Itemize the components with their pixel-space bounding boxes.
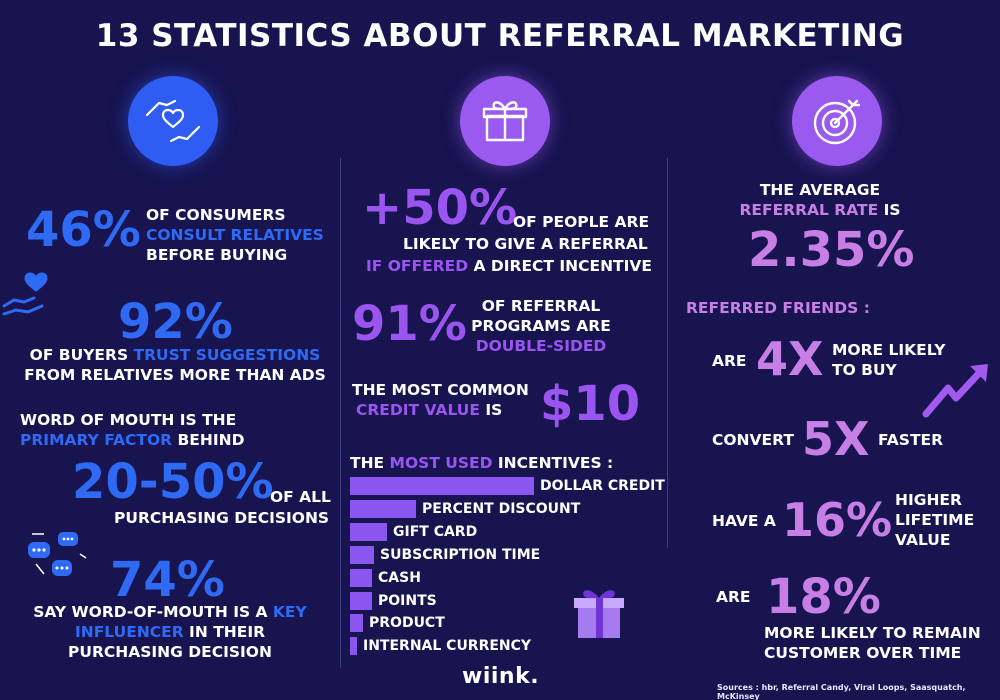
stat-16-line1: HIGHER [895, 491, 962, 509]
stat-74-line2a: INFLUENCER [74, 623, 184, 641]
incentive-bar [350, 500, 416, 518]
stat-2050-line2b: BEHIND [172, 431, 245, 449]
stat-50-line1: OF PEOPLE ARE [513, 213, 650, 231]
stat-50-line3a: IF OFFERED [366, 257, 469, 275]
stat-5x-post: FASTER [878, 431, 944, 449]
stat-2050-line4: PURCHASING DECISIONS [114, 509, 330, 527]
referral-rate-text: THE AVERAGE REFERRAL RATE IS [735, 180, 905, 220]
incentive-label: GIFT CARD [393, 524, 478, 540]
stat-92-line1b: TRUST SUGGESTIONS [133, 346, 321, 364]
stat-74-line1b: KEY [272, 603, 307, 621]
stat-46-text: OF CONSUMERS CONSULT RELATIVES BEFORE BU… [146, 205, 324, 265]
incentive-label: CASH [378, 570, 421, 586]
incentive-label: SUBSCRIPTION TIME [380, 547, 541, 563]
stat-2050-line2a: PRIMARY FACTOR [20, 431, 173, 449]
stat-91-line2: PROGRAMS ARE [471, 317, 611, 335]
incentive-label: PERCENT DISCOUNT [422, 501, 581, 517]
incentive-bar [350, 614, 363, 632]
stat-50-value: +50% [362, 180, 518, 236]
column-divider-right [667, 158, 668, 548]
stat-4x-value: 4X [756, 332, 824, 386]
incentive-bar [350, 546, 374, 564]
stat-92-value: 92% [118, 294, 233, 350]
stat-10-line1: THE MOST COMMON [352, 381, 529, 399]
stat-91-line1: OF REFERRAL [481, 297, 601, 315]
stat-74-value: 74% [110, 552, 225, 608]
stat-91-line3: DOUBLE-SIDED [475, 337, 607, 355]
stat-10-line2b: IS [479, 401, 503, 419]
stat-10-value: $10 [540, 376, 641, 432]
incentive-label: POINTS [378, 593, 437, 609]
stat-16-line3: VALUE [895, 531, 951, 549]
column-divider-left [340, 158, 341, 668]
wiink-logo: wiink. [462, 664, 540, 689]
stat-16-pre: HAVE A [712, 512, 776, 530]
referral-rate-line2b: IS [878, 201, 901, 219]
stat-92-line2: FROM RELATIVES MORE THAN ADS [24, 366, 326, 384]
incentives-heading-b: MOST USED [389, 454, 493, 472]
stat-92-line1a: OF BUYERS [29, 346, 134, 364]
stat-16-text: HIGHER LIFETIME VALUE [895, 490, 974, 550]
stat-50-line3b: A DIRECT INCENTIVE [468, 257, 652, 275]
stat-18-text: MORE LIKELY TO REMAIN CUSTOMER OVER TIME [764, 623, 981, 663]
gift-box-icon [572, 584, 628, 646]
stat-2050-text-top: WORD OF MOUTH IS THE PRIMARY FACTOR BEHI… [20, 410, 244, 450]
stat-18-pre: ARE [716, 588, 751, 606]
incentive-bar [350, 477, 534, 495]
stat-74-line1a: SAY WORD-OF-MOUTH IS A [33, 603, 273, 621]
incentives-heading: THE MOST USED INCENTIVES : [350, 453, 613, 473]
stat-18-value: 18% [766, 569, 881, 625]
stat-5x-value: 5X [802, 412, 870, 466]
stat-2050-line3: OF ALL [270, 488, 331, 506]
hand-heart-icon [2, 270, 50, 322]
chat-bubbles-icon [24, 528, 90, 590]
trend-arrow-icon [922, 360, 994, 422]
stat-10-line2a: CREDIT VALUE [356, 401, 480, 419]
incentive-bar [350, 523, 387, 541]
stat-10-text: THE MOST COMMON CREDIT VALUE IS [352, 380, 529, 420]
stat-46-value: 46% [26, 202, 141, 258]
sources-note: Sources : hbr, Referral Candy, Viral Loo… [717, 683, 966, 700]
stat-4x-text: MORE LIKELY TO BUY [832, 340, 945, 380]
stat-92-text: OF BUYERS TRUST SUGGESTIONS FROM RELATIV… [10, 345, 340, 385]
stat-2050-value: 20-50% [72, 454, 274, 510]
stat-5x-pre: CONVERT [712, 431, 794, 449]
stat-16-line2: LIFETIME [895, 511, 975, 529]
stat-16-value: 16% [782, 493, 893, 547]
stat-2050-line1: WORD OF MOUTH IS THE [20, 411, 237, 429]
incentive-bar [350, 592, 372, 610]
incentives-bar-chart: DOLLAR CREDIT PERCENT DISCOUNT GIFT CARD SU… [350, 477, 670, 663]
stat-46-line2: CONSULT RELATIVES [146, 226, 324, 244]
incentive-label: PRODUCT [369, 615, 445, 631]
incentives-heading-c: INCENTIVES : [492, 454, 614, 472]
stat-18-line2: CUSTOMER OVER TIME [764, 644, 962, 662]
gift-icon [460, 76, 550, 166]
incentive-label: INTERNAL CURRENCY [363, 638, 532, 654]
stat-18-line1: MORE LIKELY TO REMAIN [764, 624, 981, 642]
handshake-heart-icon [128, 76, 218, 166]
stat-4x-line1: MORE LIKELY [832, 341, 946, 359]
stat-46-line3: BEFORE BUYING [146, 246, 288, 264]
stat-4x-line2: TO BUY [832, 361, 897, 379]
referral-rate-value: 2.35% [748, 222, 915, 278]
incentives-heading-a: THE [350, 454, 390, 472]
stat-50-line2: LIKELY TO GIVE A REFERRAL [403, 235, 648, 253]
page-title: 13 STATISTICS ABOUT REFERRAL MARKETING [95, 18, 905, 54]
target-icon [792, 76, 882, 166]
incentive-bar [350, 637, 357, 655]
stat-46-line1: OF CONSUMERS [146, 206, 286, 224]
stat-50-line3: IF OFFERED A DIRECT INCENTIVE [366, 256, 652, 276]
stat-74-line3: PURCHASING DECISION [68, 643, 272, 661]
incentive-bar [350, 569, 372, 587]
stat-91-value: 91% [352, 296, 467, 352]
stat-74-text: SAY WORD-OF-MOUTH IS A KEY INFLUENCER IN… [10, 602, 330, 662]
incentive-label: DOLLAR CREDIT [540, 478, 665, 494]
stat-74-line2b: IN THEIR [183, 623, 266, 641]
referred-friends-heading: REFERRED FRIENDS : [686, 299, 870, 317]
referral-rate-line1: THE AVERAGE [759, 181, 881, 199]
referral-rate-line2a: REFERRAL RATE [739, 201, 879, 219]
stat-4x-pre: ARE [712, 352, 747, 370]
stat-91-text: OF REFERRAL PROGRAMS ARE DOUBLE-SIDED [466, 296, 616, 356]
